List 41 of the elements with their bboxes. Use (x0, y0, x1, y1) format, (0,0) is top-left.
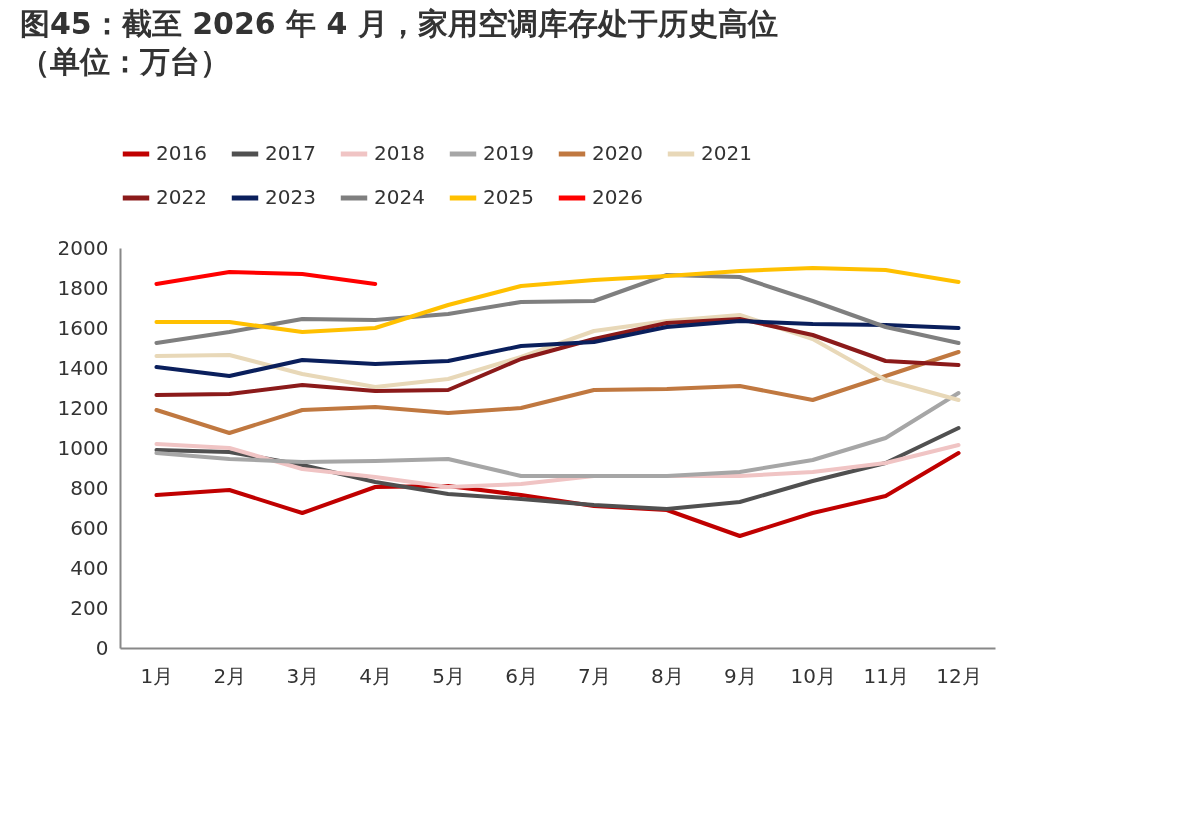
x-tick-label: 8月 (651, 663, 684, 688)
legend-label: 2026 (592, 185, 643, 209)
y-tick-label: 0 (95, 635, 109, 660)
y-tick-label: 200 (70, 595, 109, 620)
x-tick-label: 10月 (790, 663, 836, 688)
y-tick-label: 1800 (57, 275, 109, 300)
x-tick-label: 1月 (140, 663, 174, 688)
y-tick-label: 1200 (57, 395, 109, 420)
y-tick-label: 1000 (57, 435, 109, 460)
x-tick-label: 7月 (578, 663, 611, 688)
x-tick-label: 9月 (723, 663, 757, 688)
legend-label: 2024 (374, 185, 425, 209)
line-series (154, 350, 961, 435)
x-tick-label: 4月 (359, 663, 393, 688)
chart-title: 图45：截至 2026 年 4 月，家用空调库存处于历史高位 (20, 6, 778, 41)
line-series (154, 319, 961, 378)
x-tick-label: 3月 (286, 663, 320, 688)
legend-label: 2021 (701, 141, 752, 165)
legend-label: 2018 (374, 141, 425, 165)
x-tick-label: 12月 (936, 663, 982, 688)
y-tick-label: 400 (70, 555, 109, 580)
line-series (154, 273, 961, 345)
line-series (154, 266, 961, 334)
legend-label: 2023 (265, 185, 316, 209)
y-tick-label: 600 (70, 515, 109, 540)
x-tick-label: 5月 (432, 663, 465, 688)
chart-subtitle: （单位：万台） (20, 44, 230, 79)
y-tick-label: 2000 (57, 235, 109, 260)
legend-label: 2020 (592, 141, 643, 165)
line-series (154, 391, 961, 478)
x-tick-label: 2月 (213, 663, 247, 688)
legend-label: 2019 (483, 141, 534, 165)
legend-label: 2025 (483, 185, 534, 209)
x-tick-label: 6月 (505, 663, 538, 688)
legend-label: 2022 (156, 185, 207, 209)
x-tick-label: 11月 (863, 663, 909, 688)
legend-label: 2017 (265, 141, 316, 165)
y-tick-label: 800 (70, 475, 109, 500)
y-tick-label: 1600 (57, 315, 109, 340)
y-tick-label: 1400 (57, 355, 109, 380)
legend-label: 2016 (156, 141, 207, 165)
